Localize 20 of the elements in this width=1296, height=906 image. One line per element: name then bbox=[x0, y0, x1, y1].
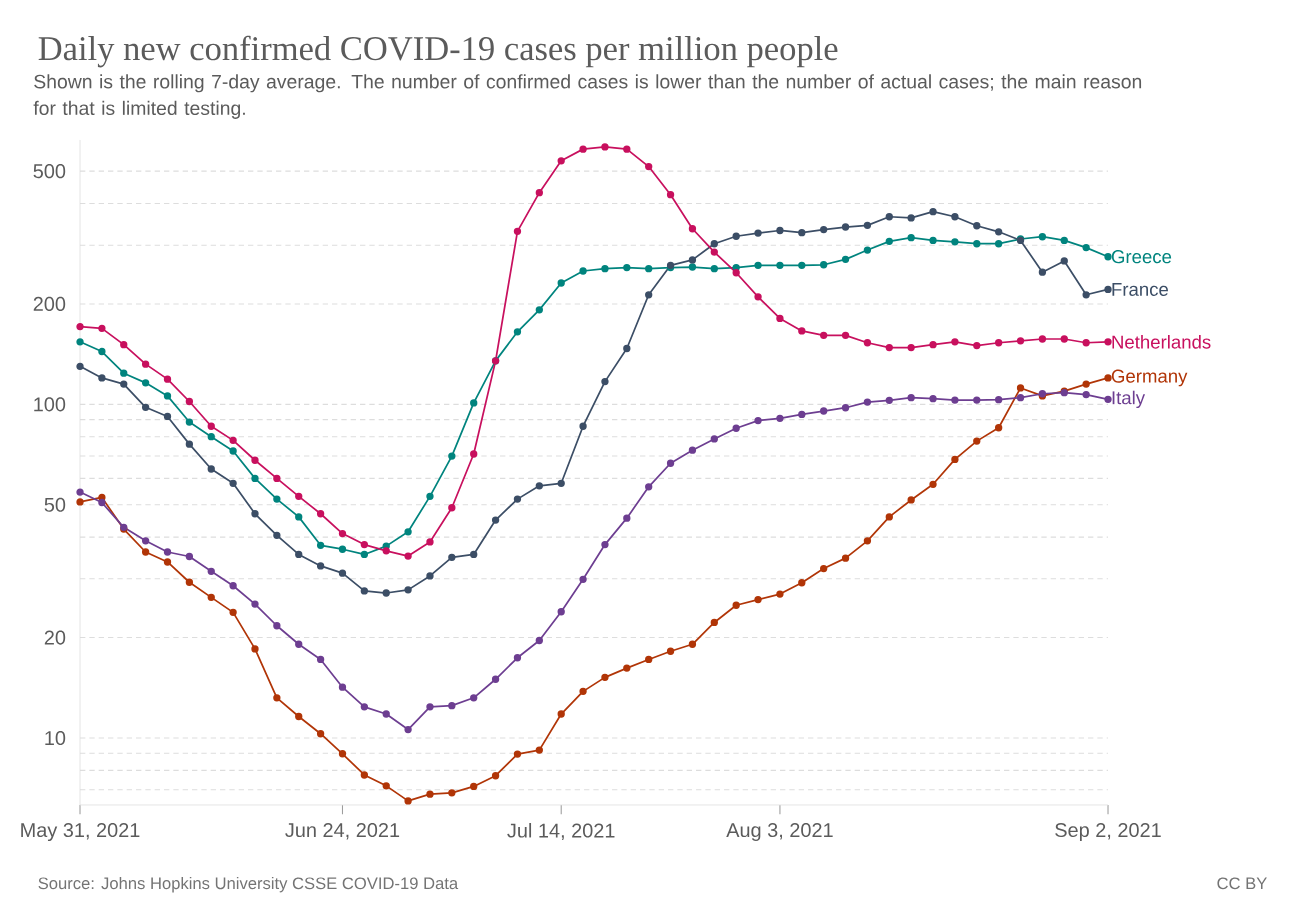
x-tick-label: Sep 2, 2021 bbox=[1055, 822, 1161, 842]
chart-subtitle: Shown is the rolling 7-day average. The number of confirmed cases is lower than the number of actual cases; the main reason for that is limited testing. bbox=[33, 74, 1142, 119]
source-note: Source: Johns Hopkins University CSSE COVID-19 Data bbox=[38, 876, 459, 893]
y-tick-label: 200 bbox=[33, 296, 66, 311]
chart-title: Daily new confirmed COVID-19 cases per million people bbox=[38, 35, 838, 68]
y-tick-label: 100 bbox=[34, 397, 66, 412]
series-label: Greece bbox=[1111, 250, 1172, 264]
x-tick-label: Jun 24, 2021 bbox=[285, 822, 400, 840]
x-tick-label: May 31, 2021 bbox=[21, 822, 140, 842]
y-tick-label: 500 bbox=[33, 164, 66, 179]
x-tick-label: Jul 14, 2021 bbox=[507, 822, 615, 840]
y-tick-label: 20 bbox=[44, 630, 66, 645]
series-label: Netherlands bbox=[1112, 334, 1211, 349]
text: CC BY bbox=[1217, 877, 1267, 890]
series-label: France bbox=[1112, 282, 1169, 296]
series-label: Germany bbox=[1111, 369, 1188, 387]
series-label: Italy bbox=[1112, 390, 1146, 409]
y-tick-label: 50 bbox=[44, 497, 66, 512]
x-tick-label: Aug 3, 2021 bbox=[726, 822, 833, 842]
y-tick-label: 10 bbox=[45, 730, 66, 746]
